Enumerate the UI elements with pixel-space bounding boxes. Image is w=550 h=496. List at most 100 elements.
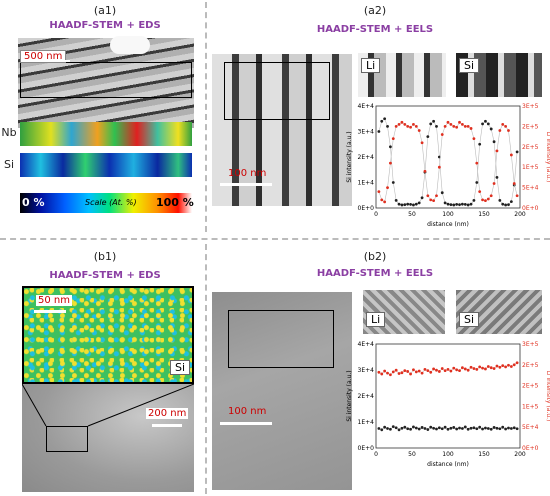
data-point [403, 122, 407, 126]
y-axis-label: Si intensity (a.u.) [346, 131, 353, 182]
data-point [452, 366, 456, 370]
y-tick-label: 1E+4 [358, 419, 375, 426]
data-point [435, 427, 438, 431]
a2-roi-box [224, 62, 330, 120]
data-point [449, 369, 453, 373]
series-line [378, 118, 518, 206]
b2-scale-line [220, 422, 272, 425]
data-point [484, 119, 487, 123]
a1-colorbar-caption: Scale (At. %) [85, 198, 137, 207]
y-tick-label: 4E+4 [358, 103, 375, 110]
data-point [417, 129, 421, 132]
data-point [498, 129, 502, 132]
data-point [492, 367, 496, 370]
data-point [377, 190, 381, 194]
data-point [437, 370, 441, 373]
data-point [455, 368, 459, 372]
data-point [452, 203, 456, 207]
data-point [469, 426, 473, 430]
data-point [440, 191, 444, 195]
data-point [495, 149, 499, 153]
y2-tick-label: 1E+5 [522, 403, 539, 410]
data-point [489, 127, 493, 131]
a2-inset-si-tag: Si [459, 58, 480, 73]
data-point [509, 365, 513, 368]
data-point [492, 182, 496, 185]
data-point [498, 365, 502, 369]
data-point [423, 169, 427, 173]
data-point [478, 142, 482, 146]
data-point [423, 367, 427, 371]
data-point [504, 203, 507, 207]
data-point [466, 427, 470, 431]
b2-profile-chart: 0 50 100 150 2000E+01E+42E+43E+44E+40E+05E+4… [346, 341, 550, 468]
data-point [400, 371, 404, 375]
data-point [449, 426, 453, 430]
data-point [472, 198, 476, 202]
y2-tick-label: 1E+5 [522, 164, 539, 171]
data-point [498, 427, 502, 431]
data-point [412, 368, 415, 372]
y-tick-label: 3E+4 [358, 129, 375, 136]
data-point [394, 198, 398, 202]
data-point [429, 122, 433, 126]
a2-scale-line [220, 183, 272, 186]
data-point [432, 199, 435, 203]
data-point [400, 120, 404, 124]
data-point [461, 427, 464, 430]
data-point [509, 153, 513, 157]
a1-roi-box [20, 62, 192, 98]
data-point [391, 181, 395, 184]
data-point [458, 426, 461, 430]
panel-b1-label: (b1) [93, 250, 117, 263]
data-point [472, 137, 476, 141]
data-point [435, 368, 438, 372]
data-point [406, 125, 410, 128]
data-point [486, 197, 490, 201]
data-point [386, 125, 389, 128]
data-point [507, 363, 510, 367]
data-point [403, 369, 407, 373]
data-point [507, 203, 510, 207]
data-point [386, 371, 389, 375]
data-point [414, 426, 418, 430]
data-point [461, 366, 464, 370]
panel-a1-label: (a1) [93, 4, 117, 17]
data-point [481, 427, 484, 431]
data-point [420, 371, 424, 375]
data-point [400, 426, 404, 430]
y-tick-label: 1E+4 [358, 180, 375, 187]
y2-tick-label: 5E+4 [522, 185, 539, 192]
data-point [504, 365, 507, 369]
a1-colorbar-max: 100 % [156, 196, 194, 209]
data-point [446, 202, 450, 206]
data-point [380, 198, 384, 202]
y2-tick-label: 5E+4 [522, 424, 539, 431]
data-point [486, 427, 490, 430]
data-point [414, 125, 418, 128]
data-point [469, 202, 473, 206]
data-point [440, 427, 444, 431]
data-point [426, 428, 430, 431]
data-point [504, 427, 507, 431]
data-point [481, 366, 484, 370]
b2-haadf-image [212, 292, 352, 490]
data-point [443, 125, 447, 128]
data-point [389, 373, 392, 377]
a2-haadf-image [212, 54, 352, 206]
x-tick-label: 150 [478, 451, 490, 458]
data-point [412, 425, 415, 429]
b1-si-map [22, 286, 194, 384]
data-point [414, 202, 418, 206]
a1-scalebar: 500 nm [20, 44, 67, 63]
data-point [386, 186, 389, 189]
x-tick-label: 100 [442, 451, 454, 458]
x-tick-label: 0 [374, 451, 378, 458]
data-point [481, 122, 484, 126]
data-point [461, 202, 464, 206]
data-point [452, 426, 456, 429]
data-point [495, 176, 499, 179]
data-point [515, 194, 519, 198]
data-point [475, 181, 479, 184]
data-point [435, 125, 438, 128]
